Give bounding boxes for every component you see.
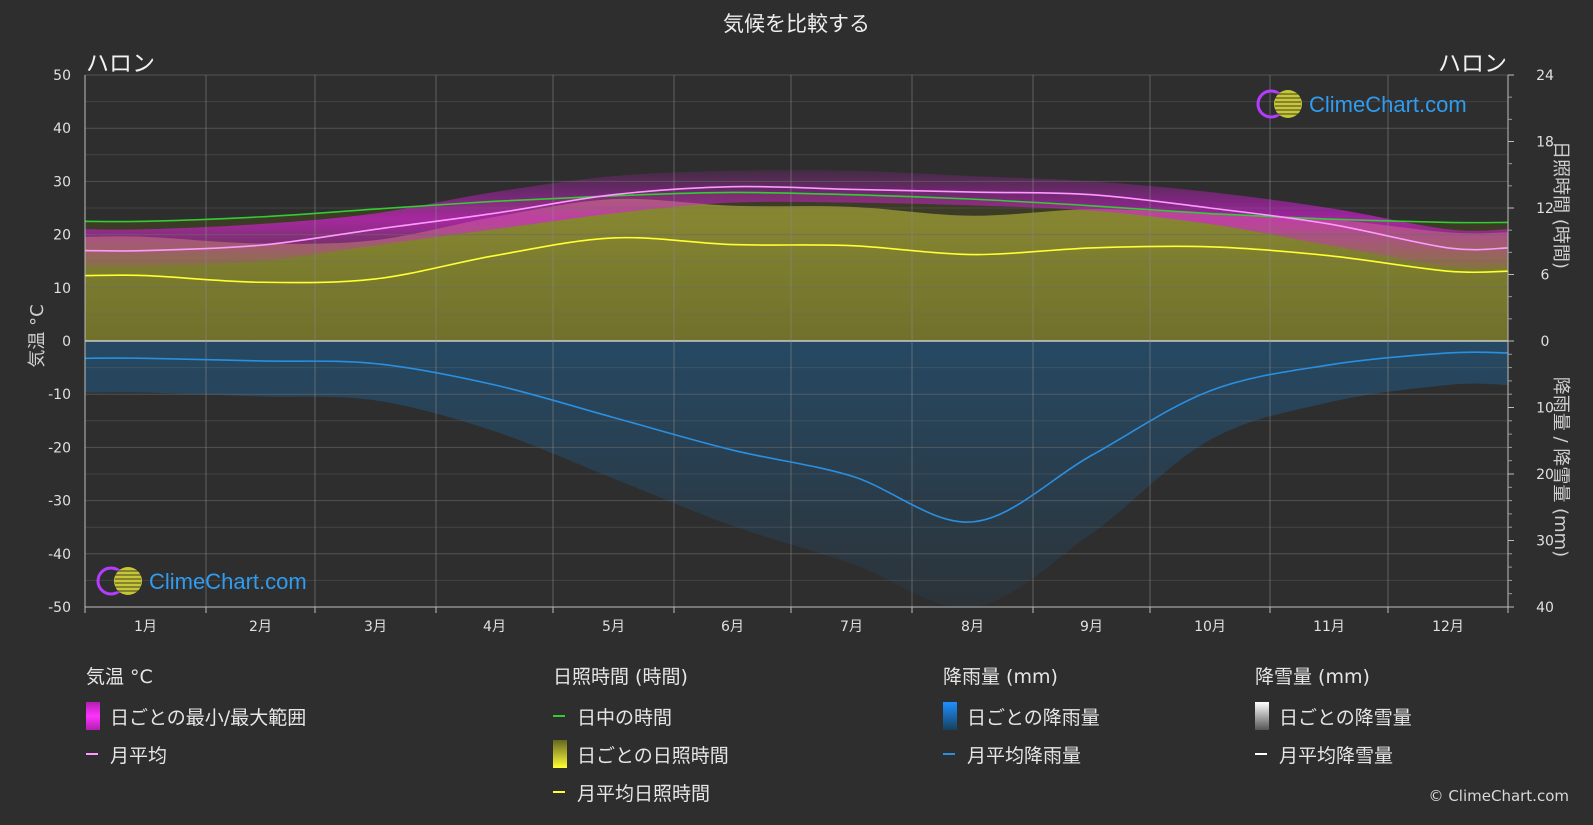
legend-item-daily-sunshine: 日ごとの日照時間 [553, 740, 729, 768]
legend-item-snow-avg: 月平均降雪量 [1255, 741, 1412, 767]
axes: 50 40 30 20 10 0 -10 -20 -30 -40 -50 24 18 12 6 0 10 20 30… [48, 68, 1554, 635]
x-tick-label: 7月 [840, 619, 863, 635]
x-tick-label: 10月 [1194, 619, 1226, 635]
y-tick-label-right-bottom: 20 [1536, 467, 1554, 483]
daylight-swatch [553, 715, 565, 717]
y-tick-label-left: -50 [48, 600, 71, 616]
temp-range-swatch [86, 702, 100, 730]
y-tick-label-right-top: 18 [1536, 135, 1554, 151]
y-tick-label-left: 0 [62, 334, 71, 350]
x-tick-label: 9月 [1080, 619, 1103, 635]
y-tick-label-left: 30 [53, 174, 71, 190]
legend-temperature: 気温 °C 日ごとの最小/最大範囲 月平均 [86, 662, 306, 779]
snow-avg-swatch [1255, 753, 1267, 755]
y-tick-label-left: -20 [48, 440, 71, 456]
legend-rain-title: 降雨量 (mm) [943, 666, 1058, 688]
sunshine-avg-line [84, 236, 1509, 284]
watermark-top-right: ClimeChart.com [1256, 89, 1467, 119]
daily-snow-swatch [1255, 702, 1269, 730]
y-tick-label-right-top: 6 [1541, 268, 1550, 284]
watermark-text: ClimeChart.com [149, 569, 307, 594]
legend-item-daily-snow: 日ごとの降雪量 [1255, 702, 1412, 730]
daily-rain-swatch [943, 702, 957, 730]
y-tick-label-left: -40 [48, 547, 71, 563]
legend-temperature-title: 気温 °C [86, 666, 153, 688]
y-tick-label-right-top: 12 [1536, 201, 1554, 217]
temp-range-band [85, 170, 1508, 269]
logo-sun-icon [1274, 90, 1302, 118]
legend-sunshine: 日照時間 (時間) 日中の時間 日ごとの日照時間 月平均日照時間 [553, 662, 729, 817]
y-tick-label-left: 10 [53, 281, 71, 297]
logo-sun-icon [114, 567, 142, 595]
legend-item-daily-rain: 日ごとの降雨量 [943, 702, 1100, 730]
daily-rain-band [85, 341, 1508, 608]
series-lines [84, 185, 1509, 523]
copyright: © ClimeChart.com [1428, 787, 1569, 805]
legend-label: 月平均日照時間 [577, 782, 711, 805]
y-tick-label-left: -30 [48, 494, 71, 510]
x-tick-label: 12月 [1432, 619, 1464, 635]
legend-sunshine-title: 日照時間 (時間) [553, 666, 688, 688]
legend-label: 日ごとの降雨量 [967, 706, 1100, 729]
chart-title: 気候を比較する [723, 12, 870, 36]
y-axis-left-title: 気温 °C [27, 304, 48, 368]
temp-avg-swatch [86, 753, 98, 755]
location-right: ハロン [1438, 51, 1507, 77]
y-tick-label-right-bottom: 10 [1536, 401, 1554, 417]
x-tick-label: 4月 [483, 619, 506, 635]
watermark-text: ClimeChart.com [1309, 92, 1467, 117]
legend-item-temp-range: 日ごとの最小/最大範囲 [86, 702, 307, 730]
legend-label: 日ごとの最小/最大範囲 [110, 706, 307, 729]
x-tick-label: 1月 [134, 619, 157, 635]
x-tick-label: 2月 [249, 619, 272, 635]
grid-lines [84, 74, 1509, 608]
legend-label: 日ごとの降雪量 [1279, 706, 1412, 729]
legend-label: 日ごとの日照時間 [577, 744, 729, 767]
x-tick-label: 8月 [961, 619, 984, 635]
legend-snow-title: 降雪量 (mm) [1255, 666, 1370, 688]
legend-label: 日中の時間 [577, 706, 673, 729]
legend-snow: 降雪量 (mm) 日ごとの降雪量 月平均降雪量 [1255, 662, 1412, 779]
y-axis-right-top-title: 日照時間 (時間) [1550, 141, 1571, 269]
legend-item-daylight: 日中の時間 [553, 703, 729, 729]
rain-avg-line [84, 351, 1509, 523]
watermark-bottom-left: ClimeChart.com [96, 566, 307, 596]
rain-avg-swatch [943, 753, 955, 755]
y-tick-label-right-bottom: 30 [1536, 534, 1554, 550]
y-tick-label-right-top: 0 [1541, 334, 1550, 350]
y-tick-label-left: 50 [53, 68, 71, 84]
y-tick-label-left: 20 [53, 228, 71, 244]
y-axis-right-bottom-title: 降雨量 / 降雪量 (mm) [1550, 376, 1571, 558]
legend-label: 月平均降雪量 [1279, 744, 1394, 767]
y-tick-label-left: -10 [48, 387, 71, 403]
legend-label: 月平均 [110, 744, 168, 767]
temp-avg-line [84, 185, 1509, 252]
sunshine-avg-swatch [553, 791, 565, 793]
legend-item-temp-avg: 月平均 [86, 741, 306, 767]
x-tick-label: 3月 [364, 619, 387, 635]
y-tick-label-left: 40 [53, 121, 71, 137]
location-left: ハロン [86, 51, 155, 77]
daylight-line [84, 191, 1509, 224]
legend-label: 月平均降雨量 [967, 744, 1082, 767]
x-tick-label: 6月 [721, 619, 744, 635]
legend-item-sunshine-avg: 月平均日照時間 [553, 779, 729, 805]
y-tick-label-right-bottom: 40 [1536, 600, 1554, 616]
legend-item-rain-avg: 月平均降雨量 [943, 741, 1100, 767]
legend-rain: 降雨量 (mm) 日ごとの降雨量 月平均降雨量 [943, 662, 1100, 779]
watermarks: ClimeChart.com ClimeChart.com [96, 89, 1467, 596]
daily-sunshine-swatch [553, 740, 567, 768]
x-tick-label: 5月 [602, 619, 625, 635]
x-tick-label: 11月 [1313, 619, 1345, 635]
y-tick-label-right-top: 24 [1536, 68, 1554, 84]
